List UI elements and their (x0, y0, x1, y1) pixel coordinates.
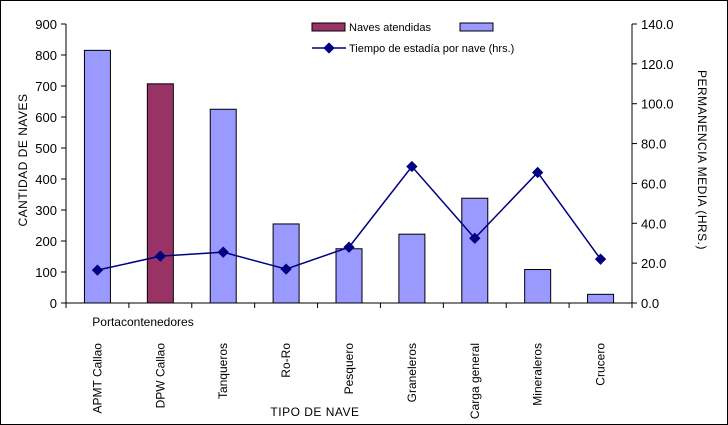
y-tick-label-left: 0 (50, 296, 57, 311)
category-group-label: Portacontenedores (92, 315, 193, 329)
line-point (343, 241, 355, 253)
legend-swatch-naves (459, 22, 494, 32)
bar (587, 293, 615, 304)
legend-swatch-naves-highlight (311, 22, 346, 32)
y-tick-label-left: 300 (35, 203, 57, 218)
y-tick-label-right: 100.0 (641, 97, 674, 112)
x-tick-label: Ro-Ro (279, 343, 293, 378)
y-tick-label-left: 200 (35, 234, 57, 249)
y-tick-label-right: 80.0 (641, 137, 666, 152)
y-tick-label-left: 600 (35, 110, 57, 125)
legend-label-tiempo: Tiempo de estadía por nave (hrs.) (349, 43, 514, 55)
x-tick-label: Crucero (594, 343, 608, 386)
y-tick-label-left: 800 (35, 48, 57, 63)
x-tick-label: Mineraleros (531, 343, 545, 406)
line-point (154, 250, 166, 262)
y-tick-label-left: 700 (35, 79, 57, 94)
y-tick-label-left: 400 (35, 172, 57, 187)
y-tick-label-right: 120.0 (641, 57, 674, 72)
x-axis-title: TIPO DE NAVE (270, 405, 359, 419)
x-tick-label: Pesquero (342, 343, 356, 395)
bar (398, 233, 426, 304)
legend-label-naves: Naves atendidas (349, 22, 431, 34)
y-tick-label-right: 20.0 (641, 256, 666, 271)
y-tick-label-right: 0.0 (641, 296, 659, 311)
line-point (280, 263, 292, 275)
bar (83, 49, 111, 304)
legend: Naves atendidas Tiempo de estadía por na… (311, 22, 514, 55)
plot-area: 0 100 200 300 400 500 600 700 800 900 0.0 20.0 40.0 6… (35, 17, 673, 419)
line-point (406, 160, 418, 173)
y-axis-right-title: PERMANENCIA MEDIA (HRS.) (695, 70, 709, 250)
bar (335, 248, 363, 304)
y-tick-label-right: 60.0 (641, 176, 666, 191)
line-point (532, 166, 544, 179)
x-tick-label: Tanqueros (216, 343, 230, 399)
y-tick-label-right: 40.0 (641, 216, 666, 231)
bar (461, 197, 489, 304)
line-point (469, 232, 481, 244)
bar (524, 269, 552, 304)
y-tick-label-left: 900 (35, 17, 57, 32)
y-tick-label-left: 500 (35, 141, 57, 156)
bar (146, 83, 174, 304)
y-tick-label-right: 140.0 (641, 17, 674, 32)
x-tick-label: Graneleros (405, 343, 419, 402)
legend-swatch-marker (323, 42, 335, 54)
x-tick-label: Carga general (468, 343, 482, 419)
bar (209, 108, 237, 304)
y-tick-label-left: 100 (35, 265, 57, 280)
x-tick-label: DPW Callao (153, 343, 167, 409)
y-axis-left-title: CANTIDAD DE NAVES (16, 94, 30, 227)
x-tick-label: APMT Callao (90, 343, 104, 414)
